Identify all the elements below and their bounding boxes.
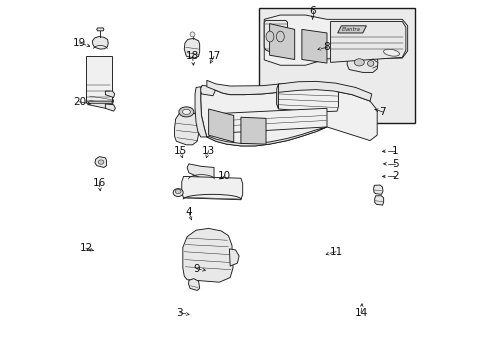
Polygon shape — [206, 80, 371, 101]
Text: 15: 15 — [173, 145, 186, 156]
Polygon shape — [276, 84, 278, 109]
Polygon shape — [184, 39, 199, 58]
Ellipse shape — [173, 189, 183, 197]
Polygon shape — [215, 108, 326, 134]
Text: 12: 12 — [79, 243, 92, 253]
Polygon shape — [208, 109, 233, 142]
Polygon shape — [330, 22, 405, 62]
Text: 19: 19 — [73, 38, 86, 48]
Ellipse shape — [265, 31, 273, 42]
Polygon shape — [92, 37, 108, 49]
Text: 2: 2 — [391, 171, 398, 181]
Text: 6: 6 — [309, 6, 315, 17]
Text: 4: 4 — [185, 207, 192, 217]
Polygon shape — [264, 21, 287, 51]
Polygon shape — [337, 26, 366, 33]
Text: 14: 14 — [354, 308, 367, 318]
Text: 17: 17 — [207, 51, 220, 61]
Ellipse shape — [175, 189, 181, 194]
Text: 1: 1 — [391, 146, 398, 156]
Polygon shape — [174, 110, 199, 145]
Polygon shape — [183, 228, 233, 282]
Polygon shape — [187, 164, 214, 179]
Polygon shape — [276, 84, 338, 112]
Text: 11: 11 — [328, 247, 342, 257]
Polygon shape — [86, 101, 112, 103]
Polygon shape — [241, 117, 265, 144]
Text: Elantra: Elantra — [341, 27, 360, 32]
Polygon shape — [105, 91, 115, 98]
Polygon shape — [269, 24, 294, 59]
Polygon shape — [264, 15, 407, 65]
Ellipse shape — [182, 109, 190, 114]
Ellipse shape — [367, 60, 373, 66]
Text: 18: 18 — [185, 51, 199, 61]
Polygon shape — [374, 196, 383, 205]
Text: 7: 7 — [379, 107, 385, 117]
Polygon shape — [201, 87, 376, 146]
Ellipse shape — [98, 160, 104, 164]
Text: 3: 3 — [176, 308, 183, 318]
Text: 10: 10 — [218, 171, 231, 181]
Bar — [258, 8, 414, 123]
Polygon shape — [95, 157, 106, 167]
Polygon shape — [301, 30, 326, 63]
Ellipse shape — [179, 107, 194, 117]
Text: 16: 16 — [92, 178, 106, 188]
Polygon shape — [373, 185, 382, 194]
Polygon shape — [206, 127, 326, 146]
Text: 9: 9 — [193, 264, 200, 274]
Polygon shape — [229, 249, 239, 266]
Polygon shape — [97, 28, 104, 31]
Circle shape — [190, 32, 195, 37]
Ellipse shape — [353, 59, 364, 66]
Polygon shape — [86, 91, 113, 108]
Text: 13: 13 — [202, 145, 215, 156]
Polygon shape — [195, 87, 206, 137]
Bar — [86, 56, 112, 101]
Text: 20: 20 — [73, 97, 86, 107]
Polygon shape — [346, 51, 377, 72]
Polygon shape — [182, 176, 242, 200]
Ellipse shape — [383, 49, 399, 56]
Text: 8: 8 — [323, 42, 329, 52]
Polygon shape — [200, 85, 215, 96]
Text: 5: 5 — [391, 159, 398, 169]
Polygon shape — [188, 279, 199, 291]
Polygon shape — [105, 104, 115, 111]
Ellipse shape — [276, 31, 284, 42]
